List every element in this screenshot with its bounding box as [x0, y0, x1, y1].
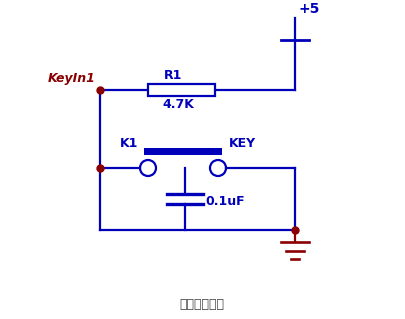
- Text: +5: +5: [298, 2, 320, 16]
- Text: K1: K1: [119, 137, 138, 150]
- Text: 硬件电容消抖: 硬件电容消抖: [179, 299, 224, 311]
- Text: 4.7K: 4.7K: [162, 98, 194, 111]
- Text: R1: R1: [164, 69, 183, 82]
- Bar: [144, 148, 222, 155]
- Text: KEY: KEY: [229, 137, 256, 150]
- Text: 0.1uF: 0.1uF: [205, 195, 245, 208]
- Text: KeyIn1: KeyIn1: [48, 72, 96, 85]
- Bar: [148, 84, 215, 96]
